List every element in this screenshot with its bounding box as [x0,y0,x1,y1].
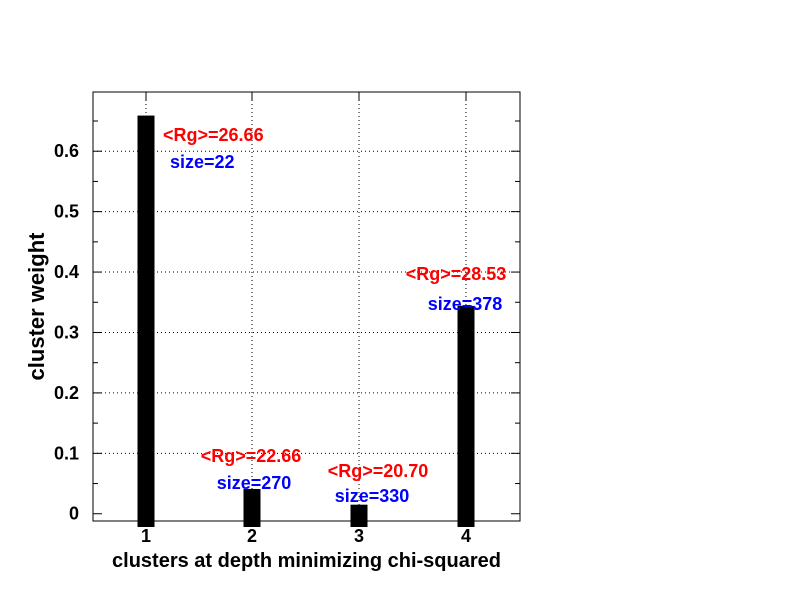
y-tick-label: 0.1 [54,443,79,463]
y-axis-label: cluster weight [24,232,49,381]
size-annotation: size=330 [335,486,410,506]
x-tick-label: 1 [141,526,151,546]
rg-annotation: <Rg>=22.66 [201,446,302,466]
x-axis-label: clusters at depth minimizing chi-squared [112,550,501,572]
axis-ticks [93,92,520,515]
x-tick-label: 3 [354,526,364,546]
y-tick-label: 0 [69,504,79,524]
y-tick-label: 0.6 [54,141,79,161]
x-tick-label: 2 [247,526,257,546]
bar [457,305,475,527]
rg-annotation: <Rg>=28.53 [406,264,507,284]
size-annotation: size=270 [217,473,292,493]
y-tick-label: 0.2 [54,383,79,403]
size-annotation: size=378 [428,294,503,314]
annotations: <Rg>=26.66 size=22 <Rg>=22.66 size=270 <Rg>=… [163,125,506,506]
y-tick-label: 0.5 [54,202,79,222]
bar [350,504,368,527]
tick-labels: 0 0.1 0.2 0.3 0.4 0.5 0.6 1 2 3 4 [54,141,471,546]
bars [137,115,475,527]
y-tick-label: 0.3 [54,322,79,342]
size-annotation: size=22 [170,152,235,172]
bar [137,115,155,527]
rg-annotation: <Rg>=20.70 [328,461,429,481]
plot-frame [92,91,521,522]
bar [243,488,261,527]
y-tick-label: 0.4 [54,262,79,282]
rg-annotation: <Rg>=26.66 [163,125,264,145]
x-tick-label: 4 [461,526,471,546]
